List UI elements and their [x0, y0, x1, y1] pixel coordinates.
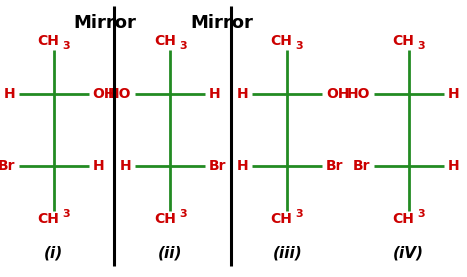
- Text: OH: OH: [92, 87, 116, 101]
- Text: CH: CH: [154, 212, 176, 226]
- Text: 3: 3: [296, 209, 303, 219]
- Text: Mirror: Mirror: [191, 14, 253, 32]
- Text: Mirror: Mirror: [74, 14, 136, 32]
- Text: H: H: [92, 159, 104, 173]
- Text: 3: 3: [62, 209, 70, 219]
- Text: 3: 3: [179, 209, 186, 219]
- Text: 3: 3: [417, 41, 425, 51]
- Text: CH: CH: [271, 34, 292, 48]
- Text: Br: Br: [209, 159, 226, 173]
- Text: 3: 3: [179, 41, 186, 51]
- Text: CH: CH: [271, 212, 292, 226]
- Text: Br: Br: [0, 159, 15, 173]
- Text: 3: 3: [417, 209, 425, 219]
- Text: Br: Br: [326, 159, 343, 173]
- Text: CH: CH: [37, 212, 59, 226]
- Text: (ii): (ii): [158, 245, 183, 260]
- Text: CH: CH: [392, 34, 414, 48]
- Text: OH: OH: [326, 87, 349, 101]
- Text: HO: HO: [108, 87, 132, 101]
- Text: H: H: [237, 159, 248, 173]
- Text: CH: CH: [392, 212, 414, 226]
- Text: H: H: [237, 87, 248, 101]
- Text: H: H: [447, 87, 459, 101]
- Text: (i): (i): [44, 245, 64, 260]
- Text: Br: Br: [353, 159, 370, 173]
- Text: 3: 3: [296, 41, 303, 51]
- Text: CH: CH: [154, 34, 176, 48]
- Text: CH: CH: [37, 34, 59, 48]
- Text: H: H: [447, 159, 459, 173]
- Text: H: H: [120, 159, 132, 173]
- Text: (iV): (iV): [393, 245, 424, 260]
- Text: H: H: [3, 87, 15, 101]
- Text: 3: 3: [62, 41, 70, 51]
- Text: (iii): (iii): [272, 245, 302, 260]
- Text: H: H: [209, 87, 221, 101]
- Text: HO: HO: [347, 87, 370, 101]
